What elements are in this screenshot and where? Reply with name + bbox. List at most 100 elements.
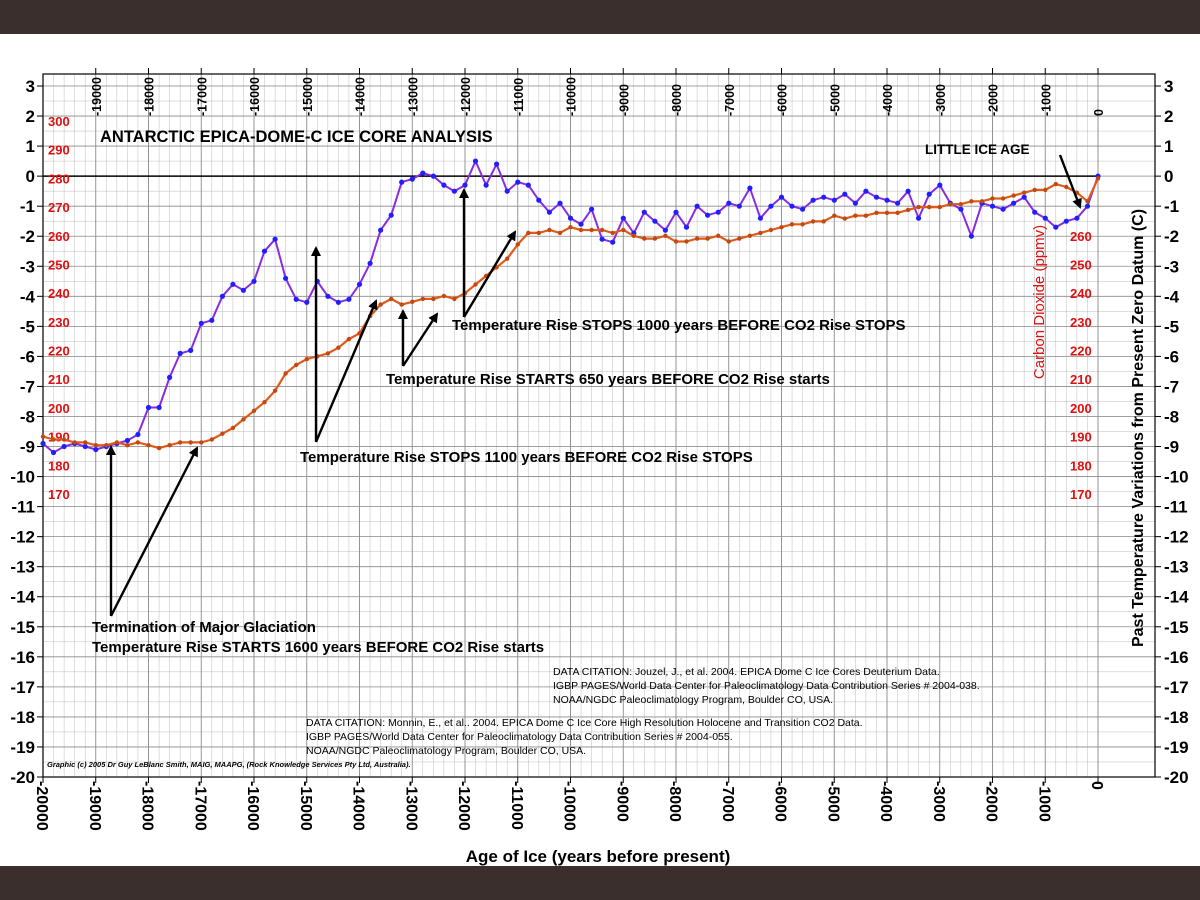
temperature-point xyxy=(1063,218,1069,224)
co2-point xyxy=(990,196,995,201)
co2-point xyxy=(167,443,172,448)
x-tick-label-bottom: -19000 xyxy=(86,781,103,831)
x-tick-label-top: -19000 xyxy=(90,77,104,116)
co2-point xyxy=(536,230,541,236)
y-tick-label-left: -15 xyxy=(10,618,35,637)
co2-point xyxy=(948,202,953,207)
co2-point xyxy=(1085,199,1090,204)
co2-point xyxy=(874,210,879,215)
co2-tick-label-left: 220 xyxy=(48,344,70,359)
temperature-point xyxy=(1084,203,1091,209)
temperature-point xyxy=(673,209,679,215)
co2-point xyxy=(389,296,394,302)
co2-point xyxy=(114,440,120,445)
bottom-frame-band xyxy=(0,866,1200,900)
x-tick-label-bottom: -10000 xyxy=(561,781,578,831)
annotation-arrow xyxy=(109,446,199,617)
temperature-point xyxy=(989,203,996,209)
co2-point xyxy=(346,336,352,342)
temperature-point xyxy=(167,374,173,380)
temperature-point xyxy=(705,212,711,218)
temperature-point xyxy=(515,179,521,185)
x-tick-label-bottom: -14000 xyxy=(350,781,367,831)
co2-point xyxy=(420,296,425,302)
y-tick-label-left: -17 xyxy=(10,678,35,697)
temperature-point xyxy=(926,191,932,197)
x-tick-label-top: -18000 xyxy=(143,77,157,116)
x-tick-label-bottom: -1000 xyxy=(1035,781,1052,822)
co2-tick-label-left: 290 xyxy=(48,143,70,158)
temperature-point xyxy=(821,194,827,200)
y-tick-label-right: -6 xyxy=(1164,347,1179,366)
temperature-point xyxy=(219,293,225,299)
annotation-arrows xyxy=(106,154,1082,617)
co2-point xyxy=(610,230,615,236)
co2-point xyxy=(209,437,214,442)
co2-point xyxy=(515,242,520,247)
co2-tick-label-right: 220 xyxy=(1070,344,1092,359)
x-tick-label-bottom: -15000 xyxy=(297,781,314,831)
temperature-point xyxy=(93,446,99,453)
temperature-point xyxy=(789,203,795,209)
x-tick-label-bottom: -13000 xyxy=(402,781,419,831)
y-tick-label-left: -3 xyxy=(20,257,35,276)
co2-tick-label-left: 260 xyxy=(48,229,70,244)
co2-point xyxy=(578,227,584,233)
co2-point xyxy=(789,222,795,227)
co2-point xyxy=(557,230,563,236)
co2-point xyxy=(283,371,288,376)
co2-tick-label-left: 200 xyxy=(48,401,70,416)
co2-point xyxy=(1053,181,1059,187)
co2-tick-label-right: 210 xyxy=(1070,372,1092,387)
temperature-point xyxy=(589,206,595,212)
co2-tick-label-left: 300 xyxy=(48,114,70,129)
temperature-point xyxy=(852,200,859,206)
y-tick-label-right: -20 xyxy=(1164,768,1189,787)
co2-point xyxy=(737,236,742,241)
x-tick-label-bottom: -5000 xyxy=(824,781,841,822)
y-tick-label-left: -6 xyxy=(20,347,35,366)
co2-tick-label-left: 250 xyxy=(48,257,70,272)
y-tick-label-right: -15 xyxy=(1164,618,1189,637)
co2-point xyxy=(673,239,679,244)
co2-point xyxy=(716,233,721,238)
co2-point xyxy=(1064,184,1069,190)
temperature-point xyxy=(736,203,742,209)
x-tick-label-bottom: -2000 xyxy=(983,781,1000,822)
co2-point xyxy=(61,437,67,442)
y-tick-label-right: 1 xyxy=(1164,137,1173,156)
co2-point xyxy=(178,440,183,445)
y-tick-label-left: -11 xyxy=(11,498,35,517)
co2-tick-label-left: 190 xyxy=(48,430,70,445)
co2-point xyxy=(863,213,869,218)
co2-point xyxy=(652,236,658,241)
temperature-point xyxy=(472,158,479,164)
co2-point xyxy=(1011,193,1016,198)
temperature-point xyxy=(905,188,911,194)
temperature-point xyxy=(1011,200,1017,206)
x-tick-label-top: -11000 xyxy=(512,78,526,116)
annotation-termination: Termination of Major Glaciation xyxy=(92,619,316,636)
annotation-rise-starts-1600: Temperature Rise STARTS 1600 years BEFOR… xyxy=(92,639,544,656)
data-series xyxy=(40,158,1101,456)
co2-tick-label-right: 180 xyxy=(1070,458,1092,473)
co2-point xyxy=(473,282,478,287)
y-tick-label-right: -5 xyxy=(1164,317,1179,336)
top-frame-band xyxy=(0,0,1200,34)
temperature-point xyxy=(240,287,246,293)
temperature-point xyxy=(209,317,215,323)
plot-frame xyxy=(42,73,1156,778)
co2-point xyxy=(230,425,236,431)
temperature-point xyxy=(367,260,373,266)
x-tick-label-bottom: -3000 xyxy=(930,781,947,822)
annotation-arrow xyxy=(462,230,517,318)
y-tick-label-left: 3 xyxy=(26,77,35,96)
co2-point xyxy=(410,299,415,304)
co2-point xyxy=(125,443,130,448)
temperature-point xyxy=(462,182,468,188)
citation-line-1: DATA CITATION: Jouzel, J., et al. 2004. … xyxy=(553,666,940,678)
y-tick-label-left: -5 xyxy=(20,317,35,336)
co2-point xyxy=(40,434,46,439)
co2-point xyxy=(325,351,331,356)
chart-title: ANTARCTIC EPICA-DOME-C ICE CORE ANALYSIS xyxy=(100,128,493,146)
